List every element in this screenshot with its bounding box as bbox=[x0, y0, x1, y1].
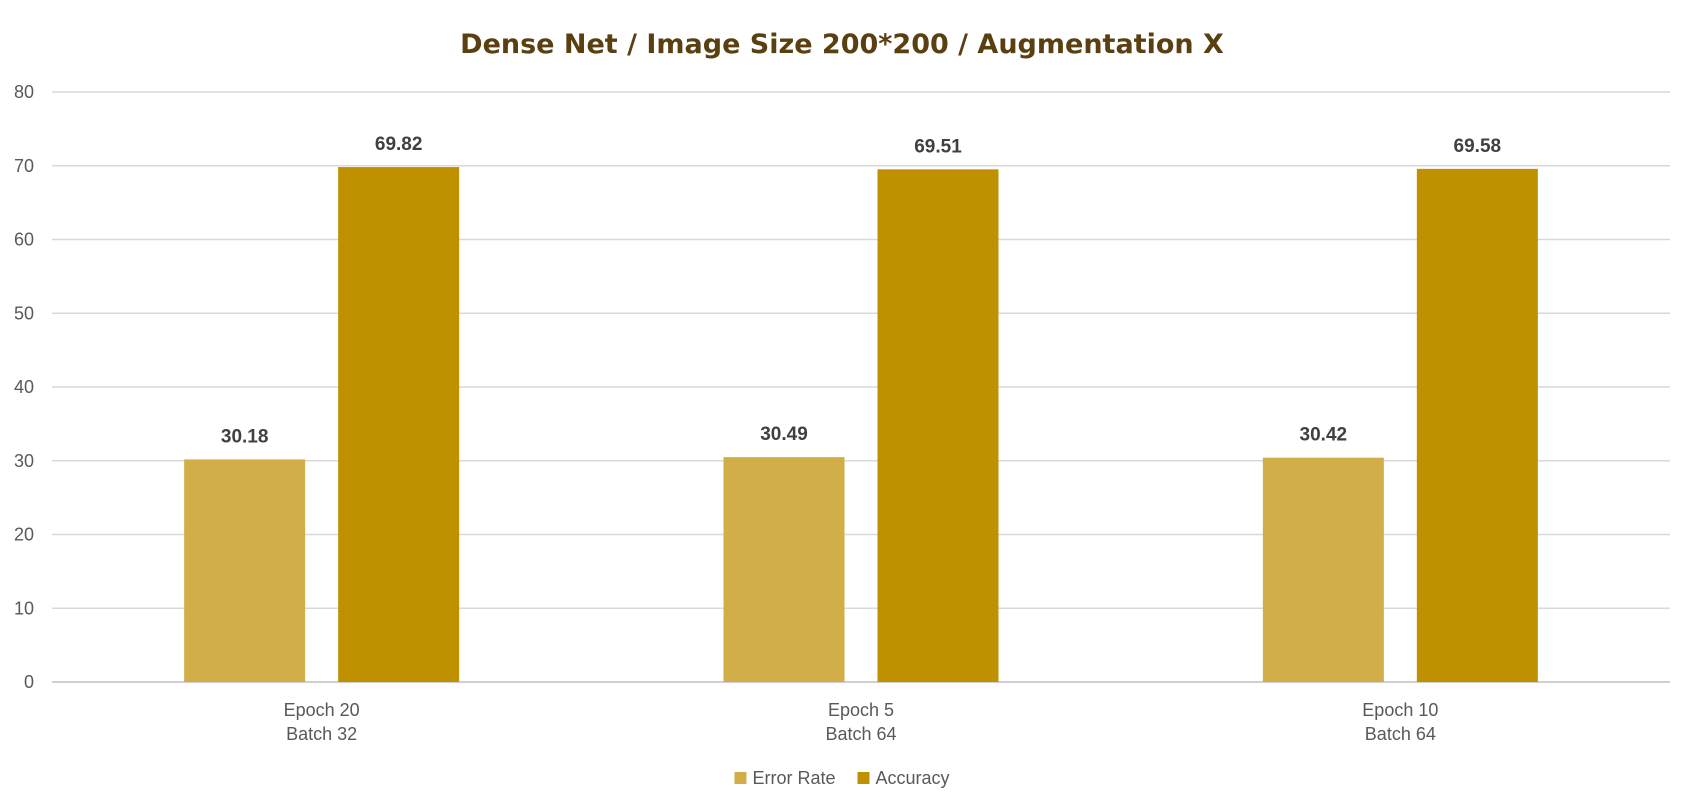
data-label: 69.58 bbox=[1454, 136, 1502, 157]
y-tick-label: 80 bbox=[14, 82, 34, 102]
y-tick-label: 70 bbox=[14, 156, 34, 176]
gridlines bbox=[52, 91, 1670, 683]
x-category-label: Batch 64 bbox=[825, 724, 896, 744]
x-category-label: Epoch 20 bbox=[284, 700, 360, 720]
data-label: 69.82 bbox=[375, 134, 423, 155]
x-category-label: Batch 32 bbox=[286, 724, 357, 744]
y-tick-label: 0 bbox=[24, 672, 34, 692]
bar-error-rate bbox=[723, 457, 845, 682]
legend-label: Accuracy bbox=[876, 768, 950, 788]
y-tick-label: 10 bbox=[14, 598, 34, 618]
y-tick-label: 50 bbox=[14, 303, 34, 323]
data-label: 30.49 bbox=[760, 424, 808, 445]
data-label: 69.51 bbox=[914, 136, 962, 157]
bar-error-rate bbox=[1262, 457, 1384, 682]
y-tick-label: 30 bbox=[14, 451, 34, 471]
x-category-label: Epoch 5 bbox=[828, 700, 894, 720]
bar-error-rate bbox=[184, 459, 306, 682]
bars bbox=[184, 167, 1538, 682]
legend-swatch bbox=[734, 772, 747, 784]
x-category-label: Epoch 10 bbox=[1362, 700, 1438, 720]
y-axis-tick-labels: 0 10 20 30 40 50 60 70 80 bbox=[14, 82, 34, 692]
data-label: 30.18 bbox=[221, 426, 269, 447]
x-axis-category-labels: Epoch 20 Batch 32 Epoch 5 Batch 64 Epoch 10 B… bbox=[284, 700, 1439, 744]
data-label: 30.42 bbox=[1300, 425, 1348, 446]
y-tick-label: 60 bbox=[14, 230, 34, 250]
bar-accuracy bbox=[1416, 168, 1538, 682]
bar-accuracy bbox=[877, 169, 999, 682]
chart-title: Dense Net / Image Size 200*200 / Augment… bbox=[460, 29, 1224, 60]
legend-label: Error Rate bbox=[752, 768, 835, 788]
y-tick-label: 20 bbox=[14, 525, 34, 545]
data-labels: 30.18 69.82 30.49 69.51 30.42 69.58 bbox=[221, 134, 1501, 447]
legend-swatch bbox=[857, 772, 870, 784]
y-tick-label: 40 bbox=[14, 377, 34, 397]
x-category-label: Batch 64 bbox=[1365, 724, 1436, 744]
legend: Error Rate Accuracy bbox=[734, 768, 950, 788]
bar-accuracy bbox=[338, 167, 460, 682]
